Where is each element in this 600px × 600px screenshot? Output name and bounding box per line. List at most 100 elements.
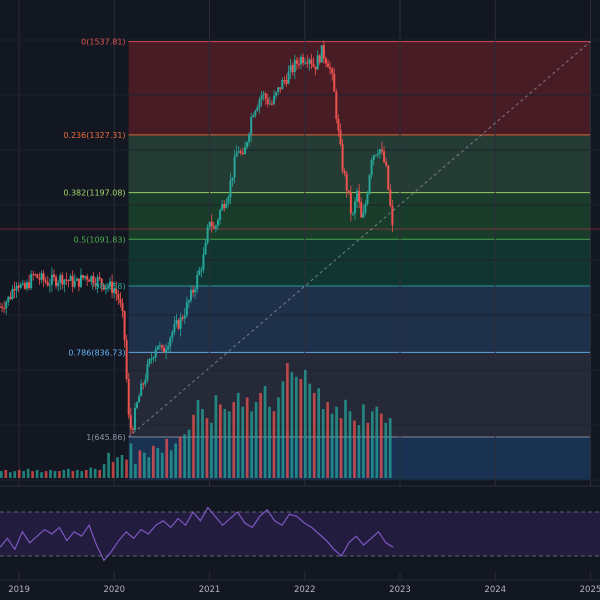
candle-body-132 — [273, 95, 276, 104]
candle-body-51 — [104, 287, 107, 290]
candle-body-131 — [270, 103, 273, 105]
volume-bar-85 — [379, 413, 383, 478]
candle-body-6 — [11, 289, 14, 299]
candle-body-177 — [366, 193, 369, 204]
candle-body-110 — [227, 197, 230, 204]
candle-body-133 — [275, 92, 278, 96]
volume-bar-32 — [143, 452, 146, 478]
volume-bar-43 — [192, 414, 195, 478]
volume-bar-24 — [107, 452, 110, 478]
volume-bar-56 — [250, 411, 253, 478]
volume-bar-37 — [165, 438, 169, 478]
fib-labels: 0(1537.81) 0.236(1327.31) 0.382(1197.08) 0.… — [63, 38, 125, 442]
candle-body-43 — [88, 279, 91, 282]
candle-body-159 — [329, 67, 332, 70]
fib-zone-0 — [128, 41, 591, 135]
candle-body-168 — [347, 190, 350, 193]
candle-body-34 — [69, 276, 72, 281]
candle-body-21 — [42, 273, 45, 281]
candle-body-157 — [324, 58, 327, 64]
candle-body-90 — [185, 302, 188, 316]
candle-body-127 — [262, 93, 265, 95]
candle-body-173 — [358, 190, 361, 203]
candle-body-120 — [248, 134, 251, 143]
x-tick-label-3: 2022 — [294, 585, 316, 595]
candle-body-47 — [96, 277, 99, 286]
volume-bar-1 — [4, 469, 8, 478]
candle-body-39 — [79, 275, 82, 287]
volume-bar-16 — [71, 471, 75, 478]
candle-body-125 — [258, 99, 261, 108]
volume-bar-6 — [26, 468, 30, 478]
volume-bar-34 — [151, 445, 155, 478]
volume-bar-31 — [138, 450, 142, 478]
candle-body-183 — [378, 149, 381, 154]
volume-bar-61 — [272, 411, 276, 478]
candle-body-19 — [38, 278, 41, 280]
volume-bar-70 — [312, 392, 316, 478]
candle-body-84 — [173, 323, 176, 333]
candle-body-31 — [63, 279, 66, 285]
rsi-pane — [0, 485, 600, 572]
candle-body-167 — [345, 173, 348, 191]
candle-body-112 — [231, 177, 234, 181]
candle-body-17 — [34, 274, 37, 276]
volume-bar-51 — [227, 411, 231, 478]
candle-body-20 — [40, 273, 43, 280]
volume-bar-40 — [178, 436, 182, 478]
candle-body-97 — [200, 269, 203, 271]
candle-body-76 — [156, 345, 159, 350]
volume-bar-17 — [75, 469, 79, 478]
candle-body-35 — [71, 276, 74, 287]
candle-body-141 — [291, 65, 294, 73]
candle-body-61 — [125, 339, 128, 379]
candle-body-55 — [113, 288, 116, 293]
volume-bar-30 — [134, 464, 137, 478]
volume-bar-46 — [205, 418, 209, 478]
candle-body-163 — [337, 119, 340, 131]
candle-body-155 — [320, 45, 323, 63]
candle-body-99 — [204, 242, 207, 255]
candle-body-186 — [385, 162, 388, 166]
candle-body-8 — [15, 285, 18, 291]
candle-body-180 — [372, 155, 375, 161]
candle-body-121 — [250, 117, 253, 135]
candle-body-184 — [381, 149, 384, 152]
fib-zone-4 — [128, 285, 591, 353]
candle-body-95 — [196, 274, 199, 290]
candle-body-12 — [23, 283, 26, 289]
candle-body-185 — [383, 151, 386, 163]
volume-bar-64 — [286, 363, 289, 478]
candle-body-94 — [194, 289, 197, 293]
candle-body-126 — [260, 94, 263, 100]
candle-body-128 — [264, 93, 267, 99]
candle-body-166 — [343, 171, 346, 174]
candle-body-68 — [140, 383, 143, 397]
volume-bar-68 — [303, 369, 307, 478]
candles — [0, 40, 394, 435]
candle-body-123 — [254, 110, 257, 116]
candle-body-11 — [21, 283, 24, 285]
candle-body-151 — [312, 63, 315, 67]
candle-body-37 — [75, 278, 78, 281]
candle-body-92 — [190, 290, 193, 301]
candle-body-52 — [106, 286, 109, 288]
candle-body-28 — [57, 282, 60, 286]
volume-bar-38 — [169, 450, 173, 478]
candle-body-63 — [129, 414, 132, 429]
candle-body-136 — [281, 79, 284, 90]
fib-label-6: 1(645.86) — [86, 433, 125, 442]
volume-bar-60 — [268, 406, 271, 478]
candle-body-77 — [158, 345, 161, 347]
candle-body-26 — [52, 274, 55, 277]
volume-bar-13 — [58, 471, 61, 478]
volume-bar-50 — [223, 409, 227, 478]
candle-body-172 — [356, 190, 359, 202]
fib-label-0: 0(1537.81) — [81, 38, 125, 47]
candle-body-108 — [223, 204, 226, 209]
volume-bar-53 — [236, 392, 240, 478]
volume-bar-54 — [241, 406, 245, 478]
candle-body-22 — [44, 280, 47, 282]
candle-body-15 — [30, 274, 33, 289]
candle-body-134 — [277, 87, 280, 93]
